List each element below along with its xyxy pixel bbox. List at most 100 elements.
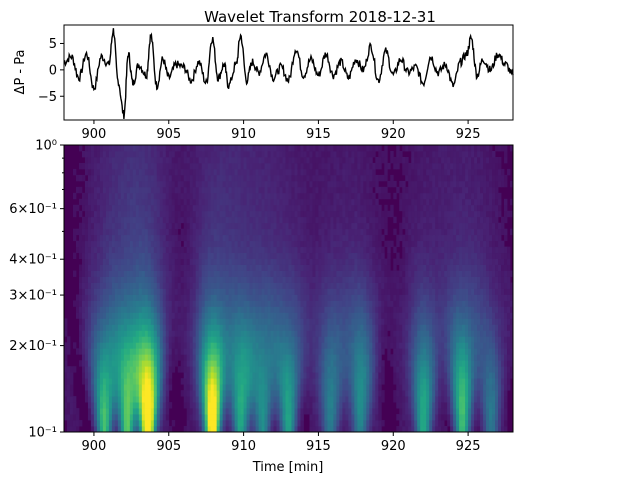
wavelet-heatmap-cell: [153, 252, 158, 260]
wavelet-heatmap-cell: [261, 174, 265, 182]
wavelet-heatmap-cell: [90, 192, 95, 200]
wavelet-heatmap-cell: [153, 342, 158, 349]
wavelet-heatmap-cell: [249, 318, 253, 325]
wavelet-heatmap-cell: [186, 252, 191, 260]
wavelet-heatmap-cell: [177, 306, 182, 313]
wavelet-heatmap-cell: [327, 174, 331, 182]
wavelet-heatmap-cell: [165, 246, 170, 254]
wavelet-heatmap-cell: [111, 402, 116, 409]
wavelet-heatmap-cell: [372, 288, 376, 295]
wavelet-heatmap-cell: [231, 336, 236, 343]
wavelet-heatmap-cell: [240, 180, 244, 188]
wavelet-heatmap-cell: [342, 342, 346, 349]
wavelet-heatmap-cell: [102, 378, 107, 385]
wavelet-heatmap-cell: [240, 192, 244, 200]
wavelet-heatmap-cell: [174, 258, 179, 265]
wavelet-heatmap-cell: [318, 384, 322, 391]
wavelet-heatmap-cell: [123, 282, 128, 289]
wavelet-heatmap-cell: [276, 222, 280, 230]
wavelet-heatmap-cell: [135, 324, 140, 331]
wavelet-heatmap-cell: [186, 306, 191, 313]
wavelet-heatmap-cell: [180, 174, 185, 182]
wavelet-heatmap-cell: [333, 354, 337, 361]
wavelet-heatmap-cell: [342, 216, 346, 224]
wavelet-heatmap-cell: [369, 324, 373, 331]
wavelet-heatmap-cell: [216, 252, 221, 260]
wavelet-heatmap-cell: [90, 384, 95, 391]
wavelet-heatmap-cell: [339, 300, 343, 307]
wavelet-heatmap-cell: [90, 240, 95, 248]
wavelet-heatmap-cell: [297, 384, 301, 391]
wavelet-heatmap-cell: [291, 420, 295, 427]
wavelet-heatmap-cell: [264, 210, 268, 218]
wavelet-heatmap-cell: [327, 156, 331, 164]
wavelet-heatmap-cell: [333, 246, 337, 254]
wavelet-heatmap-cell: [189, 228, 194, 236]
wavelet-heatmap-cell: [195, 162, 200, 170]
wavelet-heatmap-cell: [159, 276, 164, 283]
wavelet-heatmap-cell: [297, 192, 301, 200]
wavelet-heatmap-cell: [237, 264, 241, 271]
wavelet-heatmap-cell: [270, 300, 274, 307]
wavelet-heatmap-cell: [351, 204, 355, 212]
wavelet-heatmap-cell: [315, 348, 319, 355]
wavelet-heatmap-cell: [240, 378, 244, 385]
wavelet-heatmap-cell: [300, 354, 304, 361]
wavelet-heatmap-cell: [333, 372, 337, 379]
wavelet-heatmap-cell: [84, 342, 89, 349]
wavelet-heatmap-cell: [207, 258, 212, 265]
wavelet-heatmap-cell: [138, 420, 143, 427]
wavelet-heatmap-cell: [87, 336, 92, 343]
wavelet-heatmap-cell: [396, 342, 400, 349]
wavelet-heatmap-cell: [327, 162, 331, 170]
wavelet-heatmap-cell: [120, 252, 125, 260]
wavelet-heatmap-cell: [135, 264, 140, 271]
wavelet-heatmap-cell: [204, 342, 209, 349]
wavelet-heatmap-cell: [246, 354, 250, 361]
wavelet-heatmap-cell: [255, 312, 259, 319]
wavelet-heatmap-cell: [201, 330, 206, 337]
wavelet-heatmap-cell: [78, 324, 83, 331]
wavelet-heatmap-cell: [309, 222, 313, 230]
wavelet-heatmap-cell: [201, 270, 206, 277]
wavelet-heatmap-cell: [378, 192, 382, 200]
wavelet-heatmap-cell: [237, 282, 241, 289]
wavelet-heatmap-cell: [348, 168, 352, 176]
wavelet-heatmap-cell: [147, 210, 152, 218]
wavelet-heatmap-cell: [177, 186, 182, 194]
wavelet-heatmap-cell: [261, 276, 265, 283]
wavelet-heatmap-cell: [264, 174, 268, 182]
wavelet-heatmap-cell: [219, 192, 224, 200]
wavelet-heatmap-cell: [204, 366, 209, 373]
wavelet-heatmap-cell: [99, 330, 104, 337]
wavelet-heatmap-cell: [333, 348, 337, 355]
wavelet-heatmap-cell: [126, 336, 131, 343]
wavelet-heatmap-cell: [123, 300, 128, 307]
wavelet-heatmap-cell: [231, 378, 236, 385]
wavelet-heatmap-cell: [318, 390, 322, 397]
wavelet-heatmap-cell: [90, 288, 95, 295]
wavelet-heatmap-cell: [384, 145, 388, 152]
wavelet-heatmap-cell: [198, 276, 203, 283]
wavelet-heatmap-cell: [279, 318, 283, 325]
wavelet-heatmap-cell: [327, 168, 331, 176]
wavelet-heatmap-cell: [264, 384, 268, 391]
wavelet-heatmap-cell: [225, 414, 230, 421]
wavelet-heatmap-cell: [195, 354, 200, 361]
wavelet-heatmap-cell: [64, 402, 68, 409]
wavelet-heatmap-cell: [99, 234, 104, 242]
wavelet-heatmap-cell: [204, 216, 209, 224]
wavelet-heatmap-cell: [366, 198, 370, 206]
wavelet-heatmap-cell: [339, 204, 343, 212]
wavelet-heatmap-cell: [384, 240, 388, 248]
wavelet-heatmap-cell: [144, 402, 149, 409]
wavelet-heatmap-cell: [210, 216, 215, 224]
wavelet-heatmap-cell: [132, 360, 137, 367]
wavelet-heatmap-cell: [180, 180, 185, 188]
wavelet-heatmap-cell: [156, 174, 161, 182]
wavelet-heatmap-cell: [102, 252, 107, 260]
wavelet-heatmap-cell: [279, 198, 283, 206]
wavelet-heatmap-cell: [288, 408, 292, 415]
wavelet-heatmap-cell: [345, 240, 349, 248]
wavelet-heatmap-cell: [117, 228, 122, 236]
